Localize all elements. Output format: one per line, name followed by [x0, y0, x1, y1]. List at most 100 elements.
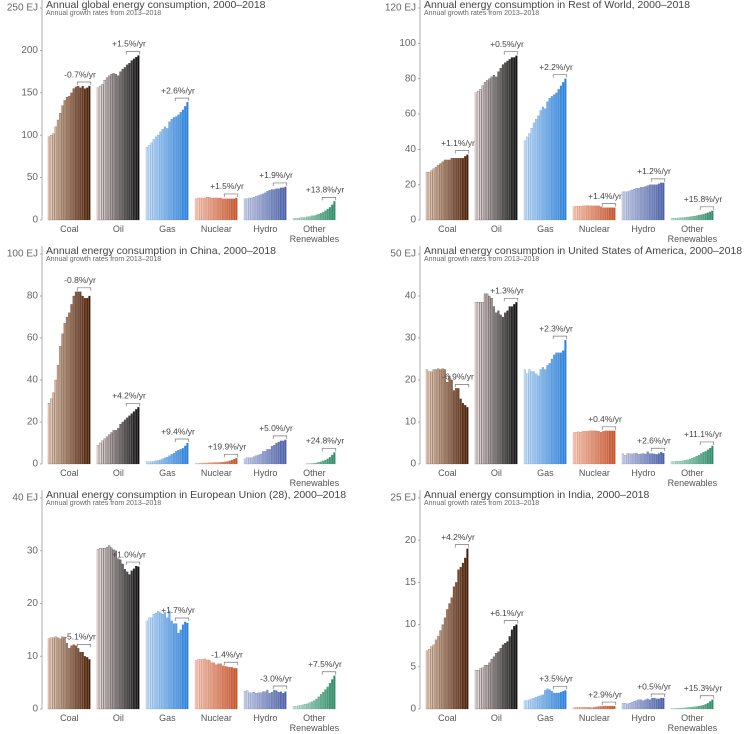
bar: [250, 197, 253, 221]
bar: [450, 597, 453, 710]
bar: [586, 205, 589, 221]
bar: [709, 447, 712, 465]
bar: [112, 430, 115, 465]
bar: [597, 706, 600, 710]
bar: [481, 302, 484, 465]
bar: [101, 548, 104, 710]
panel-subtitle: Annual growth rates from 2013–2018: [46, 500, 161, 507]
bar: [235, 458, 238, 465]
bar: [635, 188, 638, 221]
bar: [584, 431, 587, 465]
bar: [199, 197, 202, 221]
category-label: Other Renewables: [289, 224, 340, 244]
y-tick-label: 250 EJ: [7, 3, 38, 14]
category-label-box: Nuclear: [579, 713, 610, 723]
bar: [79, 87, 82, 221]
bar: [499, 67, 502, 221]
bar: [203, 197, 206, 221]
bar: [83, 656, 86, 710]
bar: [633, 701, 636, 710]
category-label: Oil: [112, 224, 124, 234]
bar: [252, 197, 255, 221]
bar: [461, 158, 464, 221]
category-label-box: Coal: [60, 468, 79, 478]
category-label-box: Hydro: [253, 224, 277, 234]
bar: [510, 57, 513, 221]
bar: [123, 67, 126, 221]
bar: [588, 205, 591, 221]
y-tick-label: 40: [405, 291, 417, 302]
bar: [135, 409, 138, 465]
bar: [177, 632, 180, 710]
bar: [702, 214, 705, 221]
growth-bracket: [272, 435, 288, 439]
bar: [439, 369, 442, 465]
bar: [257, 692, 260, 710]
bar: [595, 205, 598, 221]
bar: [606, 207, 609, 221]
bar: [292, 706, 295, 710]
growth-bracket: [174, 97, 190, 102]
bar: [526, 700, 529, 710]
bar: [259, 454, 262, 465]
bar: [61, 636, 64, 710]
bar: [497, 651, 500, 710]
bar: [523, 140, 526, 221]
bar: [709, 211, 712, 221]
bar: [677, 217, 680, 221]
growth-label: +0.5%/yr: [490, 39, 524, 49]
y-tick-label: 20: [405, 535, 417, 546]
bar: [557, 352, 560, 465]
bar: [562, 350, 565, 465]
bar: [226, 461, 229, 465]
bar: [101, 440, 104, 465]
bar: [559, 85, 562, 221]
bar: [595, 706, 598, 710]
bar: [628, 190, 631, 221]
bar: [88, 659, 91, 710]
bar: [72, 88, 75, 221]
panel: Annual energy consumption in China, 2000…: [7, 245, 345, 488]
bar: [584, 205, 587, 221]
bar: [152, 613, 155, 710]
bar: [611, 705, 614, 710]
bar: [443, 369, 446, 465]
y-tick-label: 0: [410, 215, 416, 226]
growth-bracket: [650, 693, 666, 698]
bar: [544, 108, 547, 221]
bar: [486, 80, 489, 221]
bar: [72, 295, 75, 465]
y-tick-label: 0: [32, 704, 38, 715]
category-label-box: Gas: [159, 468, 176, 478]
bar: [74, 291, 77, 465]
bar: [483, 293, 486, 465]
growth-bracket: [650, 178, 666, 182]
bar: [459, 158, 462, 221]
bar: [706, 702, 709, 710]
bar: [210, 662, 213, 710]
bar: [679, 217, 682, 221]
bar: [684, 460, 687, 465]
bar: [506, 310, 509, 465]
bar: [497, 71, 500, 221]
bar: [604, 705, 607, 710]
bar: [199, 463, 202, 465]
bar: [441, 368, 444, 465]
bar: [161, 613, 164, 710]
bar: [575, 206, 578, 221]
category-label: Hydro: [631, 224, 656, 234]
bar: [172, 623, 175, 710]
bar: [277, 188, 280, 221]
bar: [333, 675, 336, 710]
bar: [555, 692, 558, 710]
panel-title: Annual global energy consumption, 2000–2…: [46, 0, 266, 11]
bar: [682, 707, 685, 710]
bar: [322, 212, 325, 221]
bar: [261, 193, 264, 221]
bar: [184, 445, 187, 465]
panel: Annual energy consumption in European Un…: [12, 489, 346, 733]
bar: [443, 159, 446, 221]
bar: [675, 708, 678, 710]
bar: [132, 568, 135, 710]
bar: [110, 547, 113, 710]
